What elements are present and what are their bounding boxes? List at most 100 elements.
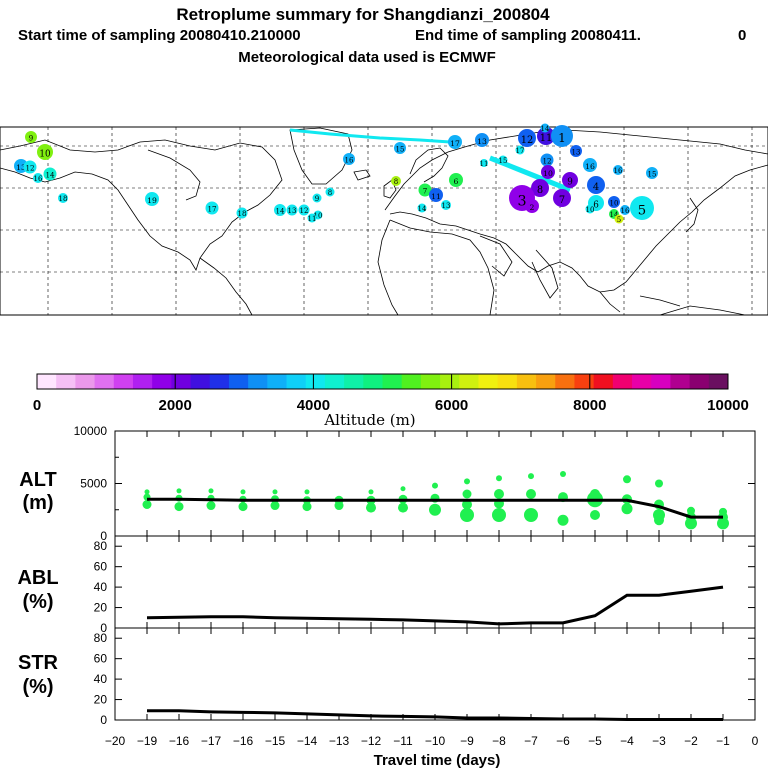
colorbar-tick-label: 0: [33, 397, 41, 414]
panel-units: (%): [22, 676, 53, 698]
trajectory-marker-label: 12: [25, 164, 34, 173]
colorbar-label: Altitude (m): [323, 411, 415, 429]
trajectory-marker: [298, 204, 310, 216]
trajectory-marker: [537, 127, 555, 145]
x-tick-label: −11: [393, 734, 413, 748]
colorbar-cell: [344, 374, 364, 389]
altitude-point: [464, 478, 470, 485]
panel-frame: [114, 535, 756, 629]
trajectory-marker-label: 14: [45, 171, 55, 180]
x-tick-label: −17: [201, 734, 222, 748]
trajectory-marker: [23, 160, 37, 174]
trajectory-marker: [33, 173, 43, 183]
colorbar-tick-label: 4000: [297, 397, 330, 414]
x-tick-label: −15: [265, 734, 286, 748]
colorbar-cell: [267, 374, 288, 389]
altitude-point: [557, 514, 569, 526]
x-tick-label: 0: [752, 734, 759, 748]
altitude-point: [302, 502, 312, 512]
x-tick-label: −1: [716, 734, 730, 748]
trajectory-marker-label: 11: [540, 133, 553, 144]
trajectory-marker-label: 15: [499, 157, 508, 165]
altitude-point: [142, 500, 152, 509]
trajectory-marker-label: 9: [315, 195, 319, 203]
trajectory-marker: [475, 133, 489, 147]
trajectory-marker-label: 10: [314, 212, 323, 220]
end-time-label: End time of sampling 20080411.: [415, 27, 641, 44]
altitude-point: [621, 503, 633, 515]
trajectory-marker-label: 18: [238, 210, 247, 218]
trajectory-marker: [25, 131, 37, 143]
x-tick-label: −16: [233, 734, 254, 748]
trajectory-marker: [325, 187, 335, 197]
trajectory-marker-label: 6: [593, 200, 599, 210]
trajectory-marker: [312, 193, 322, 203]
colorbar-cell: [478, 374, 499, 389]
colorbar-cell: [363, 374, 383, 389]
trajectory-marker: [570, 145, 582, 157]
altitude-point: [368, 489, 374, 495]
colorbar-cell: [228, 374, 249, 389]
x-tick-label: −8: [492, 734, 506, 748]
altitude-point: [655, 479, 663, 488]
x-tick-label: −3: [652, 734, 666, 748]
altitude-point: [590, 510, 600, 520]
colorbar-cell: [305, 374, 326, 389]
altitude-point: [304, 489, 310, 495]
altitude-point: [496, 475, 502, 482]
abl-line: [146, 585, 724, 626]
trajectory-marker-label: 16: [621, 207, 630, 215]
y-tick-label: 80: [94, 539, 108, 553]
trajectory-marker-label: 18: [59, 195, 68, 203]
colorbar-cell: [689, 374, 710, 389]
panel-label: ABL: [17, 567, 58, 589]
trajectory-marker-label: 14: [418, 205, 427, 213]
trajectory-marker-label: 4: [593, 182, 599, 193]
trajectory-marker: [417, 203, 427, 213]
trajectory-marker-label: 13: [477, 137, 487, 146]
colorbar-tick-label: 8000: [573, 397, 606, 414]
x-tick-label: −9: [460, 734, 474, 748]
colorbar-cell: [324, 374, 345, 389]
trajectory-marker: [587, 176, 605, 194]
altitude-point: [528, 473, 534, 480]
trajectory-marker: [614, 214, 624, 224]
trajectory-marker-label: 13: [16, 163, 26, 172]
altitude-point: [366, 502, 376, 513]
trajectory-marker: [608, 196, 620, 208]
trajectory-marker: [37, 144, 53, 160]
trajectory-marker-label: 10: [586, 206, 595, 214]
x-tick-label: −14: [297, 734, 318, 748]
trajectory-marker: [307, 213, 317, 223]
trajectory-marker: [480, 159, 488, 167]
altitude-point: [334, 501, 344, 511]
trajectory-marker-label: 5: [617, 216, 621, 224]
colorbar-cell: [708, 374, 729, 389]
trajectory-marker: [343, 153, 355, 165]
trajectory-marker: [429, 188, 443, 202]
altitude-point: [717, 517, 729, 530]
x-tick-label: −7: [524, 734, 538, 748]
y-tick-label: 60: [94, 560, 108, 574]
y-tick-label: 60: [94, 652, 108, 666]
x-axis-label: Travel time (days): [374, 752, 501, 768]
altitude-point: [432, 482, 438, 489]
trajectory-marker: [441, 200, 451, 210]
trajectory-marker: [583, 158, 597, 172]
trajectory-marker-label: 14: [541, 125, 550, 133]
x-tick-label: −5: [588, 734, 602, 748]
trajectory-marker-label: 17: [207, 205, 217, 214]
altitude-point: [623, 475, 631, 484]
trajectory-marker-label: 7: [423, 187, 428, 196]
colorbar-cell: [536, 374, 556, 389]
trajectory-marker: [540, 123, 550, 133]
colorbar-cell: [401, 374, 422, 389]
altitude-point: [238, 502, 248, 512]
altitude-point: [270, 501, 280, 511]
trajectory-marker-label: 13: [572, 148, 581, 156]
trajectory-marker-label: 10: [543, 169, 553, 178]
y-tick-label: 5000: [80, 477, 107, 491]
trajectory-marker-label: 13: [288, 207, 297, 215]
trajectory-marker: [394, 142, 406, 154]
